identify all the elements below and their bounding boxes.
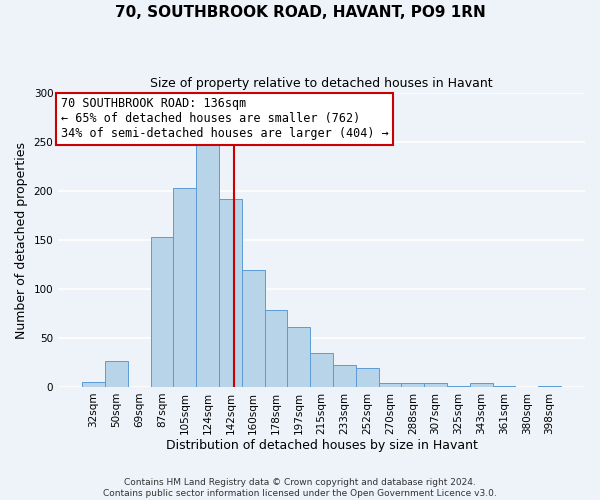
Bar [401,383,424,387]
Bar [287,327,310,387]
Text: Contains HM Land Registry data © Crown copyright and database right 2024.
Contai: Contains HM Land Registry data © Crown c… [103,478,497,498]
Text: 70, SOUTHBROOK ROAD, HAVANT, PO9 1RN: 70, SOUTHBROOK ROAD, HAVANT, PO9 1RN [115,5,485,20]
Bar [196,142,219,387]
Y-axis label: Number of detached properties: Number of detached properties [15,142,28,338]
Bar [242,270,265,387]
Bar [219,199,242,387]
Bar [265,310,287,387]
Bar [379,383,401,387]
Bar [173,188,196,387]
Bar [310,352,333,387]
Bar [470,383,493,387]
Bar [333,366,356,387]
Bar [447,386,470,387]
Bar [105,360,128,387]
Bar [493,386,515,387]
Bar [151,237,173,387]
Bar [356,368,379,387]
Bar [538,386,561,387]
Bar [424,383,447,387]
Bar [82,382,105,387]
Text: 70 SOUTHBROOK ROAD: 136sqm
← 65% of detached houses are smaller (762)
34% of sem: 70 SOUTHBROOK ROAD: 136sqm ← 65% of deta… [61,98,389,140]
Title: Size of property relative to detached houses in Havant: Size of property relative to detached ho… [150,78,493,90]
X-axis label: Distribution of detached houses by size in Havant: Distribution of detached houses by size … [166,440,478,452]
